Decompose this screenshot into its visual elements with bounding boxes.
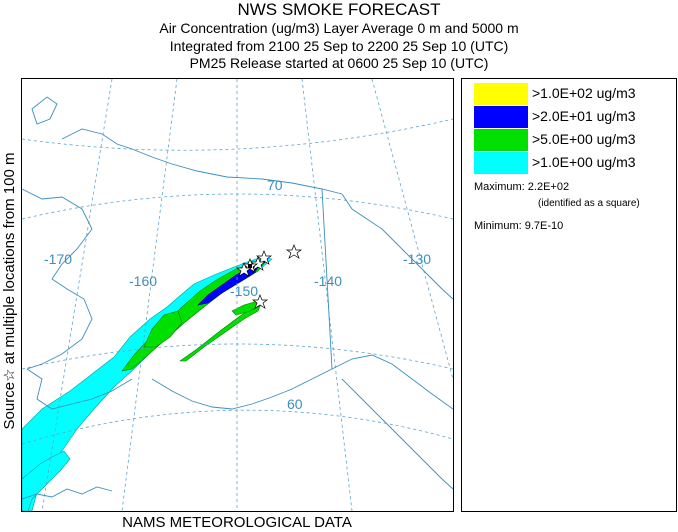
plume-cyan-lower	[22, 450, 71, 511]
legend-label: >1.0E+00 ug/m3	[532, 154, 636, 170]
release-start: PM25 Release started at 0600 25 Sep 10 (…	[189, 55, 489, 71]
legend-item-100: >1.0E+02 ug/m3	[474, 83, 674, 105]
minimum-label: Minimum:	[474, 220, 522, 232]
maximum-value: 2.2E+02	[527, 181, 570, 193]
maximum-square	[248, 264, 252, 268]
legend-swatch-cyan	[474, 152, 528, 174]
source-star-icon	[255, 250, 273, 265]
lon-label-170: -170	[44, 251, 72, 267]
lon-label-160: -160	[129, 273, 157, 289]
lat-label-60: 60	[287, 396, 303, 412]
integration-period: Integrated from 2100 25 Sep to 2200 25 S…	[169, 38, 509, 54]
lon-label-130: -130	[403, 251, 431, 267]
map-canvas: -170 -160 -150 -140 -130 70 60	[22, 79, 453, 511]
source-star-icon	[285, 244, 303, 259]
legend-item-5: >5.0E+00 ug/m3	[474, 129, 674, 151]
legend-panel: >1.0E+02 ug/m3 >2.0E+01 ug/m3 >5.0E+00 u…	[461, 78, 677, 512]
lon-label-150: -150	[230, 283, 258, 299]
minimum-stat: Minimum: 9.7E-10	[474, 220, 563, 232]
source-star-icon	[249, 256, 267, 271]
met-data-footer: NAMS METEOROLOGICAL DATA	[122, 514, 352, 531]
legend-swatch-green	[474, 129, 528, 151]
lat-label-70: 70	[267, 177, 283, 193]
legend-swatch-blue	[474, 106, 528, 128]
smoke-map[interactable]: -170 -160 -150 -140 -130 70 60	[21, 78, 454, 512]
legend-label: >2.0E+01 ug/m3	[532, 108, 636, 124]
coastlines	[22, 96, 453, 500]
lon-label-140: -140	[314, 273, 342, 289]
maximum-label: Maximum:	[474, 181, 525, 193]
maximum-stat: Maximum: 2.2E+02	[474, 181, 569, 193]
legend-label: >1.0E+02 ug/m3	[532, 85, 636, 101]
legend-item-20: >2.0E+01 ug/m3	[474, 106, 674, 128]
minimum-value: 9.7E-10	[524, 220, 564, 232]
legend-item-1: >1.0E+00 ug/m3	[474, 152, 674, 174]
source-star-icon	[251, 294, 269, 309]
legend-label: >5.0E+00 ug/m3	[532, 131, 636, 147]
source-location-label: Source☆ at multiple locations from 100 m	[1, 152, 18, 430]
concentration-subtitle: Air Concentration (ug/m3) Layer Average …	[159, 20, 519, 36]
legend-swatch-yellow	[474, 83, 528, 105]
graticule	[22, 79, 453, 511]
forecast-title: NWS SMOKE FORECAST	[237, 0, 441, 19]
plume-cyan-main	[22, 256, 273, 511]
plume-green-west	[143, 310, 183, 348]
maximum-note: (identified as a square)	[538, 198, 640, 209]
